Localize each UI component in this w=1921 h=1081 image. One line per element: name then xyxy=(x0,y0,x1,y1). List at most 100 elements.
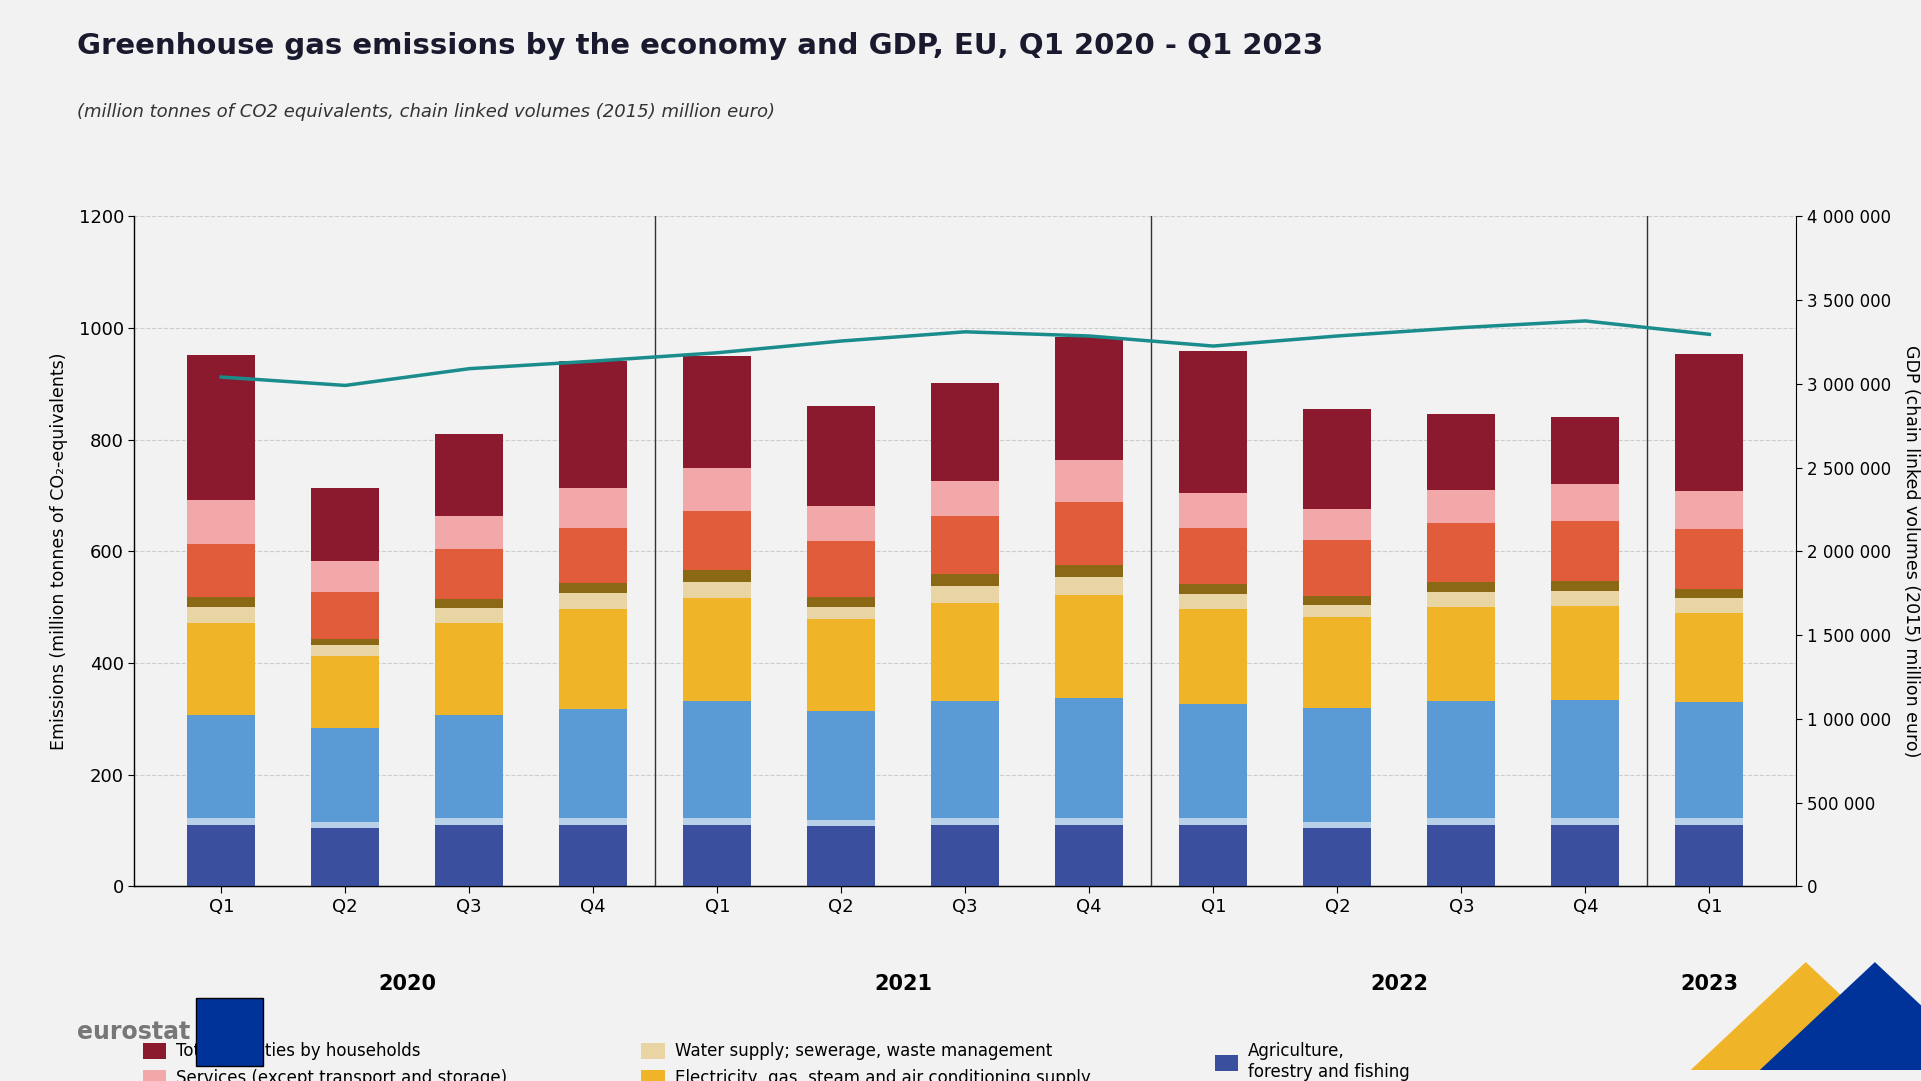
Bar xyxy=(932,383,999,481)
Bar xyxy=(559,489,628,529)
Bar xyxy=(1302,509,1372,540)
Text: 2022: 2022 xyxy=(1370,974,1429,993)
Bar xyxy=(684,570,751,582)
Bar xyxy=(311,828,378,886)
Bar xyxy=(311,561,378,591)
Bar xyxy=(1552,699,1619,818)
Bar xyxy=(311,823,378,828)
Bar xyxy=(1427,700,1495,818)
Bar xyxy=(932,825,999,886)
Bar xyxy=(559,361,628,489)
Bar xyxy=(1675,825,1744,886)
Bar xyxy=(186,825,255,886)
Bar xyxy=(1055,595,1124,698)
Bar xyxy=(684,511,751,570)
Bar xyxy=(311,644,378,656)
Bar xyxy=(684,356,751,467)
Bar xyxy=(932,700,999,818)
Bar xyxy=(932,587,999,603)
Bar xyxy=(1427,592,1495,608)
Bar xyxy=(559,818,628,825)
Bar xyxy=(1427,414,1495,490)
Bar xyxy=(311,656,378,729)
Bar xyxy=(436,608,503,623)
Bar xyxy=(932,818,999,825)
Bar xyxy=(932,516,999,574)
Bar xyxy=(1179,825,1247,886)
Bar xyxy=(1552,417,1619,484)
Bar xyxy=(186,544,255,597)
Bar xyxy=(1552,591,1619,606)
Bar xyxy=(932,603,999,700)
Text: 2021: 2021 xyxy=(874,974,932,993)
Bar xyxy=(1055,577,1124,595)
Text: eurostat: eurostat xyxy=(77,1020,190,1044)
Bar xyxy=(186,818,255,825)
Bar xyxy=(436,548,503,599)
Bar xyxy=(1552,818,1619,825)
Bar xyxy=(1055,337,1124,461)
Bar xyxy=(684,818,751,825)
Bar xyxy=(807,711,876,820)
Bar xyxy=(436,818,503,825)
Bar xyxy=(932,481,999,516)
Bar xyxy=(436,433,503,516)
Text: 2020: 2020 xyxy=(378,974,436,993)
Bar xyxy=(559,609,628,709)
Y-axis label: GDP (chain linked volumes (2015) million euro): GDP (chain linked volumes (2015) million… xyxy=(1902,345,1919,758)
Bar xyxy=(1302,708,1372,823)
Bar xyxy=(1179,593,1247,609)
Bar xyxy=(1179,818,1247,825)
Bar xyxy=(684,582,751,598)
Bar xyxy=(559,709,628,818)
Bar xyxy=(1675,529,1744,589)
Bar xyxy=(1055,825,1124,886)
Bar xyxy=(436,623,503,715)
Bar xyxy=(311,591,378,639)
Bar xyxy=(559,593,628,609)
Bar xyxy=(1055,698,1124,818)
Bar xyxy=(807,606,876,619)
Bar xyxy=(559,529,628,583)
Bar xyxy=(684,825,751,886)
Bar xyxy=(1302,617,1372,708)
Bar xyxy=(436,516,503,548)
Bar xyxy=(186,715,255,818)
Bar xyxy=(186,356,255,501)
Bar xyxy=(807,540,876,597)
Bar xyxy=(436,599,503,608)
Bar xyxy=(186,623,255,715)
Polygon shape xyxy=(1690,962,1921,1070)
Bar xyxy=(1302,828,1372,886)
Bar xyxy=(559,583,628,593)
Bar xyxy=(186,501,255,544)
Bar xyxy=(1179,609,1247,704)
Bar xyxy=(1427,582,1495,592)
Text: 2023: 2023 xyxy=(1681,974,1739,993)
Bar xyxy=(1675,491,1744,529)
Bar xyxy=(186,608,255,623)
Legend: Agriculture,
forestry and fishing, GDP: Agriculture, forestry and fishing, GDP xyxy=(1214,1042,1410,1081)
Bar xyxy=(311,639,378,644)
Bar xyxy=(1675,818,1744,825)
Bar xyxy=(1675,355,1744,491)
Bar xyxy=(1055,461,1124,503)
Bar xyxy=(1055,818,1124,825)
Bar xyxy=(807,597,876,606)
Bar xyxy=(1179,584,1247,593)
Bar xyxy=(1552,580,1619,591)
Text: (million tonnes of CO2 equivalents, chain linked volumes (2015) million euro): (million tonnes of CO2 equivalents, chai… xyxy=(77,103,774,121)
Bar xyxy=(1675,589,1744,598)
Bar xyxy=(311,729,378,823)
Bar xyxy=(1179,493,1247,528)
Bar xyxy=(436,825,503,886)
Bar xyxy=(1302,605,1372,617)
Bar xyxy=(311,489,378,561)
Bar xyxy=(1302,540,1372,596)
Bar xyxy=(932,574,999,587)
Bar xyxy=(436,715,503,818)
Bar xyxy=(807,619,876,711)
Bar xyxy=(807,826,876,886)
Bar xyxy=(1675,703,1744,818)
Bar xyxy=(1179,351,1247,493)
